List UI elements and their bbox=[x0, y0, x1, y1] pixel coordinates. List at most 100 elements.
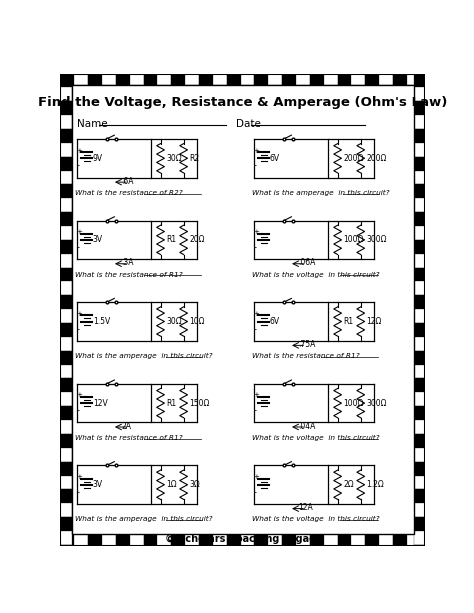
Text: -: - bbox=[254, 161, 257, 170]
Bar bbox=[61, 392, 72, 406]
Text: +: + bbox=[254, 311, 260, 317]
Text: 300Ω: 300Ω bbox=[366, 235, 387, 245]
Bar bbox=[157, 534, 171, 546]
Bar bbox=[61, 185, 72, 198]
Bar bbox=[365, 534, 379, 546]
Bar bbox=[337, 74, 352, 85]
Text: +: + bbox=[254, 392, 260, 398]
Bar bbox=[421, 74, 425, 85]
Bar bbox=[171, 534, 185, 546]
Text: -: - bbox=[254, 406, 257, 416]
Bar bbox=[414, 268, 425, 281]
Text: -: - bbox=[254, 243, 257, 252]
Text: 150Ω: 150Ω bbox=[189, 398, 210, 408]
Text: 12Ω: 12Ω bbox=[366, 317, 382, 326]
Bar bbox=[324, 74, 337, 85]
Bar bbox=[414, 281, 425, 295]
Text: 200Ω: 200Ω bbox=[343, 154, 364, 163]
Bar bbox=[414, 101, 425, 115]
Bar bbox=[61, 115, 72, 129]
Bar bbox=[414, 88, 425, 101]
Text: R2: R2 bbox=[189, 154, 199, 163]
Bar bbox=[61, 420, 72, 434]
Bar bbox=[61, 143, 72, 157]
Text: 1.2Ω: 1.2Ω bbox=[366, 480, 384, 489]
Bar bbox=[414, 489, 425, 503]
Text: -: - bbox=[77, 488, 80, 497]
Bar bbox=[88, 74, 102, 85]
Bar bbox=[421, 534, 425, 546]
Bar bbox=[414, 323, 425, 337]
Bar bbox=[282, 74, 296, 85]
Bar bbox=[352, 74, 365, 85]
Text: What is the voltage  in this circuit?: What is the voltage in this circuit? bbox=[252, 435, 380, 441]
Text: 20Ω: 20Ω bbox=[189, 235, 204, 245]
Bar bbox=[310, 534, 324, 546]
Bar bbox=[414, 115, 425, 129]
Bar bbox=[268, 534, 282, 546]
Bar bbox=[61, 337, 72, 351]
Text: -: - bbox=[254, 325, 257, 333]
Text: +: + bbox=[77, 229, 82, 235]
Bar bbox=[414, 434, 425, 447]
Bar bbox=[414, 351, 425, 365]
Bar bbox=[414, 295, 425, 309]
Text: 6V: 6V bbox=[270, 317, 280, 326]
Bar bbox=[61, 489, 72, 503]
Bar bbox=[116, 74, 130, 85]
Bar bbox=[61, 101, 72, 115]
Bar bbox=[414, 337, 425, 351]
Bar bbox=[324, 534, 337, 546]
Bar bbox=[61, 406, 72, 420]
Bar bbox=[61, 129, 72, 143]
Bar bbox=[352, 534, 365, 546]
Text: +: + bbox=[254, 148, 260, 154]
Bar bbox=[61, 268, 72, 281]
Bar bbox=[144, 534, 157, 546]
Text: R1: R1 bbox=[166, 235, 176, 245]
Bar bbox=[213, 534, 227, 546]
Bar bbox=[414, 143, 425, 157]
Text: 3V: 3V bbox=[93, 235, 103, 245]
Bar bbox=[61, 254, 72, 268]
Bar bbox=[282, 534, 296, 546]
Text: What is the amperage  in this circuit?: What is the amperage in this circuit? bbox=[75, 353, 212, 359]
Bar bbox=[414, 406, 425, 420]
Bar bbox=[414, 226, 425, 240]
Text: 6V: 6V bbox=[270, 154, 280, 163]
Bar bbox=[414, 476, 425, 489]
Bar bbox=[61, 351, 72, 365]
Bar bbox=[310, 74, 324, 85]
Text: © Scholars Coaching Legacy: © Scholars Coaching Legacy bbox=[165, 533, 321, 544]
Text: 9V: 9V bbox=[93, 154, 103, 163]
Bar bbox=[61, 198, 72, 212]
Bar bbox=[130, 534, 144, 546]
Bar bbox=[414, 309, 425, 323]
Text: 100Ω: 100Ω bbox=[343, 398, 364, 408]
Text: .6A: .6A bbox=[121, 177, 134, 186]
Bar bbox=[414, 185, 425, 198]
Bar bbox=[414, 462, 425, 476]
Text: 1Ω: 1Ω bbox=[166, 480, 176, 489]
Text: What is the resistance of R1?: What is the resistance of R1? bbox=[252, 353, 360, 359]
Text: +: + bbox=[254, 229, 260, 235]
Bar bbox=[296, 534, 310, 546]
Text: +: + bbox=[77, 148, 82, 154]
Text: .3A: .3A bbox=[121, 259, 134, 267]
Bar bbox=[414, 198, 425, 212]
Bar bbox=[414, 531, 425, 545]
Bar bbox=[88, 534, 102, 546]
Bar bbox=[379, 534, 393, 546]
Bar bbox=[407, 74, 421, 85]
Text: What is the amperage  in this circuit?: What is the amperage in this circuit? bbox=[75, 516, 212, 522]
Bar bbox=[61, 212, 72, 226]
Bar bbox=[241, 74, 255, 85]
Bar bbox=[255, 534, 268, 546]
Bar bbox=[144, 74, 157, 85]
Text: .04A: .04A bbox=[298, 422, 316, 431]
Bar bbox=[414, 157, 425, 170]
Bar bbox=[379, 74, 393, 85]
Text: 3V: 3V bbox=[93, 480, 103, 489]
Text: 1.5V: 1.5V bbox=[93, 317, 110, 326]
Text: 3Ω: 3Ω bbox=[189, 480, 200, 489]
